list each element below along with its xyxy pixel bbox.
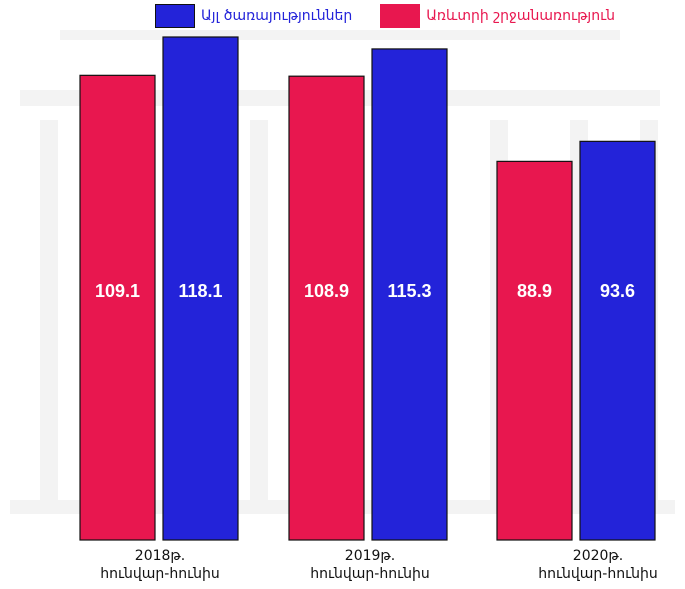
category-period-2020: հունվար-հունիս	[538, 566, 658, 582]
bar-other-services-2020	[579, 140, 656, 541]
bar-trade-turnover-2019	[288, 75, 365, 541]
bars-group	[79, 36, 656, 541]
legend: Այլ ծառայություններ Առևտրի շրջանառությու…	[155, 4, 643, 28]
bar-other-services-2019	[371, 48, 448, 541]
data-label-trade-turnover-2020: 88.9	[517, 281, 552, 301]
bar-trade-turnover-2020	[496, 160, 573, 541]
category-label-2020: 2020թ. հունվար-հունիս	[513, 547, 683, 583]
data-label-trade-turnover-2018: 109.1	[95, 281, 140, 301]
category-year-2018: 2018թ.	[134, 548, 186, 564]
legend-item-other-services: Այլ ծառայություններ	[155, 4, 352, 28]
data-label-other-services-2019: 115.3	[387, 281, 431, 301]
category-period-2019: հունվար-հունիս	[310, 566, 430, 582]
watermark-stroke	[60, 30, 620, 40]
category-period-2018: հունվար-հունիս	[100, 566, 220, 582]
watermark-stroke	[40, 120, 58, 500]
data-label-other-services-2020: 93.6	[600, 281, 635, 301]
watermark-stroke	[250, 120, 268, 500]
legend-item-trade-turnover: Առևտրի շրջանառություն	[380, 4, 615, 28]
data-label-other-services-2018: 118.1	[178, 281, 222, 301]
category-year-2020: 2020թ.	[572, 548, 624, 564]
legend-swatch-trade-turnover	[380, 4, 421, 28]
bar-trade-turnover-2018	[79, 74, 156, 541]
category-label-2018: 2018թ. հունվար-հունիս	[75, 547, 245, 583]
bar-other-services-2018	[162, 36, 239, 541]
legend-swatch-other-services	[155, 4, 195, 28]
category-label-2019: 2019թ. հունվար-հունիս	[285, 547, 455, 583]
data-label-trade-turnover-2019: 108.9	[304, 281, 349, 301]
category-year-2019: 2019թ.	[344, 548, 396, 564]
legend-label-other-services: Այլ ծառայություններ	[201, 8, 353, 24]
legend-label-trade-turnover: Առևտրի շրջանառություն	[426, 8, 616, 24]
data-labels-group: 109.1 118.1 108.9 115.3 88.9 93.6	[95, 281, 635, 301]
